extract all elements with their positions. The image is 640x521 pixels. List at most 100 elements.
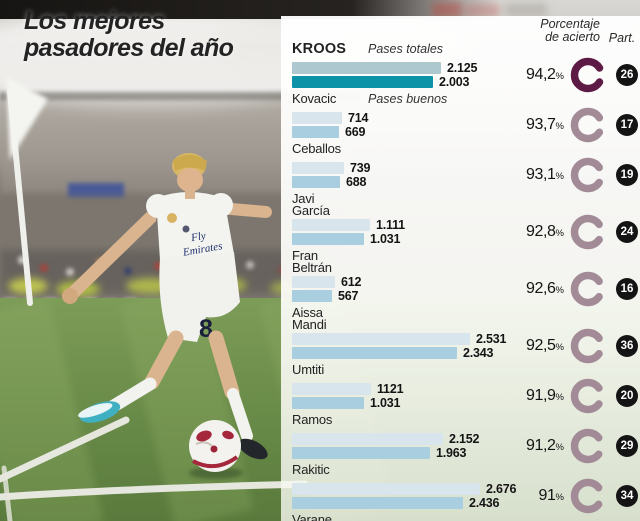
player-name: Ceballos [292, 141, 341, 156]
accuracy-percentage: 91,9% [526, 387, 564, 404]
value-pases-buenos: 669 [345, 125, 366, 139]
value-pases-totales: 2.125 [447, 61, 478, 75]
player-name: Rakitic [292, 462, 330, 477]
accuracy-percentage: 91,2% [526, 437, 564, 454]
accuracy-percentage: 92,8% [526, 223, 564, 240]
player-name: Ramos [292, 412, 333, 427]
value-pases-buenos: 1.031 [370, 396, 401, 410]
player-row: Fran Beltrán 612 567 92,6% 16 [292, 248, 640, 307]
bar-pases-buenos [292, 176, 340, 188]
bar-pases-totales [292, 433, 443, 445]
player-row: Ceballos 739 688 93,1% 19 [292, 141, 640, 193]
accuracy-donut-icon [570, 428, 603, 464]
series-label: Pases totales [368, 42, 444, 56]
accuracy-percentage: 93,7% [526, 116, 564, 133]
player-face [177, 168, 203, 192]
header-appearances: Part. [608, 31, 636, 45]
bar-pases-buenos [292, 447, 430, 459]
accuracy-donut-icon [570, 214, 603, 250]
shirt-sponsor-line1: Fly [189, 230, 207, 245]
header-accuracy: Porcentaje de acierto [540, 17, 600, 44]
player-row: Ramos 2.152 1.963 91,2% 29 [292, 412, 640, 464]
value-pases-buenos: 567 [338, 289, 359, 303]
bar-pases-totales [292, 162, 344, 174]
player-name: KROOS [292, 41, 347, 57]
bar-pases-totales [292, 383, 371, 395]
bar-pases-buenos [292, 347, 457, 359]
value-pases-totales: 2.531 [476, 332, 507, 346]
player-name: Aissa Mandi [292, 305, 327, 332]
scoreboard-blur [432, 2, 547, 18]
value-pases-totales: 739 [350, 161, 371, 175]
bar-pases-totales [292, 483, 480, 495]
accuracy-cluster: 92,5% 36 [508, 327, 638, 365]
appearances-badge: 34 [616, 485, 638, 507]
player-row: KROOS Pases totales 2.125 2.003 94,2% 26 [292, 41, 640, 93]
player-figure: Fly Emirates 8 [62, 153, 272, 460]
accuracy-donut-icon [570, 271, 603, 307]
player-row: Rakitic 2.676 2.436 91% 34 [292, 462, 640, 514]
accuracy-donut-icon [570, 478, 603, 514]
appearances-badge: 24 [616, 221, 638, 243]
accuracy-donut-icon [570, 57, 604, 93]
value-pases-buenos: 688 [346, 175, 367, 189]
player-row: Javi García 1.111 1.031 92,8% 24 [292, 191, 640, 250]
accuracy-donut-icon [570, 328, 603, 364]
player-name: Fran Beltrán [292, 248, 332, 275]
value-pases-totales: 2.152 [449, 432, 480, 446]
player-name: Varane [292, 512, 332, 521]
appearances-badge: 16 [616, 278, 638, 300]
value-pases-totales: 1121 [377, 382, 404, 396]
accuracy-cluster: 93,7% 17 [508, 106, 638, 144]
appearances-badge: 29 [616, 435, 638, 457]
accuracy-donut-icon [570, 157, 603, 193]
page-title: Los mejores pasadores del año [24, 7, 234, 62]
bar-pases-totales [292, 276, 335, 288]
player-row: Umtiti 1121 1.031 91,9% 20 [292, 362, 640, 414]
value-pases-buenos: 2.003 [439, 75, 470, 89]
appearances-badge: 26 [616, 64, 638, 86]
football [189, 420, 243, 479]
value-pases-totales: 714 [348, 111, 369, 125]
accuracy-cluster: 94,2% 26 [508, 56, 638, 94]
corner-flag [6, 76, 48, 306]
player-row: Varane 1.646 1.495 90,8% 30 [292, 513, 640, 521]
corner-lines [0, 416, 309, 521]
bar-pases-buenos [292, 397, 364, 409]
player-name: Javi García [292, 191, 330, 218]
bar-pases-buenos [292, 76, 433, 88]
accuracy-cluster: 91% 34 [508, 477, 638, 515]
accuracy-percentage: 93,1% [526, 166, 564, 183]
player-name: Umtiti [292, 362, 325, 377]
bar-pases-totales [292, 333, 470, 345]
accuracy-cluster: 92,6% 16 [508, 270, 638, 308]
value-pases-totales: 612 [341, 275, 362, 289]
bar-pases-buenos [292, 290, 332, 302]
accuracy-percentage: 91% [538, 487, 564, 504]
left-boot [78, 401, 121, 423]
value-pases-buenos: 2.436 [469, 496, 500, 510]
player-row: Kovacic Pases buenos 714 669 93,7% 17 [292, 92, 640, 143]
bar-pases-totales [292, 219, 370, 231]
appearances-badge: 17 [616, 114, 638, 136]
appearances-badge: 36 [616, 335, 638, 357]
bar-pases-totales [292, 112, 342, 124]
bar-pases-buenos [292, 126, 339, 138]
value-pases-buenos: 1.963 [436, 446, 467, 460]
accuracy-percentage: 92,6% [526, 280, 564, 297]
player-row: Aissa Mandi 2.531 2.343 92,5% 36 [292, 305, 640, 364]
series-label: Pases buenos [368, 92, 448, 106]
accuracy-donut-icon [570, 378, 603, 414]
accuracy-percentage: 92,5% [526, 337, 564, 354]
accuracy-percentage: 94,2% [526, 66, 564, 83]
accuracy-cluster: 91,2% 29 [508, 427, 638, 465]
bar-pases-buenos [292, 497, 463, 509]
value-pases-totales: 2.676 [486, 482, 517, 496]
accuracy-cluster: 91,9% 20 [508, 377, 638, 415]
passers-chart: KROOS Pases totales 2.125 2.003 94,2% 26 [292, 42, 640, 521]
appearances-badge: 19 [616, 164, 638, 186]
right-boot [238, 438, 268, 460]
value-pases-totales: 1.111 [376, 218, 405, 232]
value-pases-buenos: 2.343 [463, 346, 494, 360]
